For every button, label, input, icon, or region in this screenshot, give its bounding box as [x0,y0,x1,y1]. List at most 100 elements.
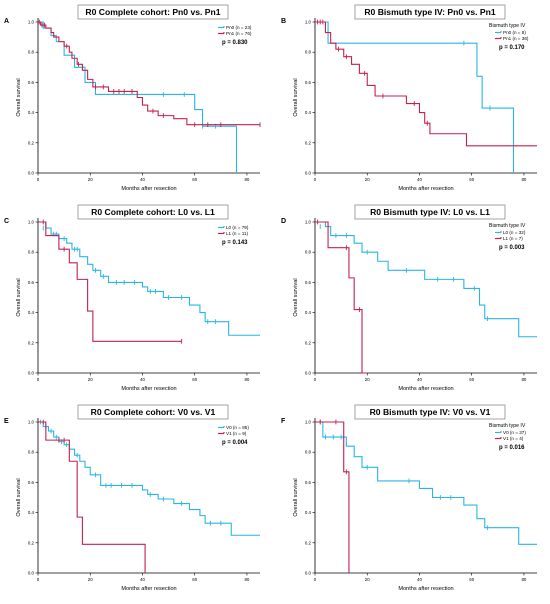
y-tick-label: 0.6 [305,280,312,285]
y-tick-label: 0.0 [28,371,35,376]
y-tick-label: 0.0 [305,371,312,376]
legend-title: Bismuth type IV [489,23,526,29]
x-tick-label: 80 [244,577,249,582]
chart-title: R0 Bismuth type IV: Pn0 vs. Pn1 [364,7,496,17]
y-tick-label: 1.0 [305,20,312,25]
p-value: p = 0.830 [222,40,248,46]
survival-curve-1 [38,421,260,536]
y-tick-label: 0.6 [305,480,312,485]
x-tick-label: 40 [417,577,422,582]
x-tick-label: 80 [244,377,249,382]
x-axis-label: Months after resection [398,186,453,192]
chart-panel-f: F 0.0 0.2 0.4 0.6 0.8 1.0 0 20 40 60 80 Months after… [281,404,537,592]
x-tick-label: 0 [37,177,40,182]
y-tick-label: 0.8 [28,50,35,55]
survival-curve-2 [315,421,350,573]
survival-curve-2 [38,21,260,126]
chart-title: R0 Complete cohort: V0 vs. V1 [91,407,216,417]
x-tick-label: 20 [365,577,370,582]
y-tick-label: 0.6 [305,80,312,85]
x-tick-label: 60 [469,577,474,582]
y-tick-label: 1.0 [28,220,35,225]
y-tick-label: 0.0 [305,571,312,576]
x-tick-label: 20 [88,577,93,582]
p-value: p = 0.170 [499,45,525,51]
panel-letter: D [281,218,286,225]
chart-panel-e: E 0.0 0.2 0.4 0.6 0.8 1.0 0 20 40 60 80 Months after… [4,404,260,592]
survival-curve-2 [38,421,146,573]
x-tick-label: 20 [365,177,370,182]
legend-entry: L0 (n = 32) [503,230,526,235]
legend-title: Bismuth type IV [489,223,526,229]
y-tick-label: 0.4 [28,510,35,515]
x-tick-label: 40 [140,577,145,582]
x-tick-label: 0 [314,177,317,182]
legend-entry: V0 (n = 85) [226,425,249,430]
chart-panel-a: A 0.0 0.2 0.4 0.6 0.8 1.0 0 20 40 60 80 Months after… [4,4,261,192]
legend-title: Bismuth type IV [489,423,526,429]
y-tick-label: 0.8 [28,250,35,255]
y-tick-label: 0.6 [28,480,35,485]
y-tick-label: 0.6 [28,80,35,85]
legend-entry: L0 (n = 79) [226,225,249,230]
y-tick-label: 0.8 [28,450,35,455]
y-tick-label: 0.4 [305,110,312,115]
legend-entry: V0 (n = 37) [503,430,526,435]
y-axis-label: Overall survival [16,478,22,516]
chart-panel-c: C 0.0 0.2 0.4 0.6 0.8 1.0 0 20 40 60 80 Months after… [4,204,260,392]
x-tick-label: 60 [192,577,197,582]
chart-panel-d: D 0.0 0.2 0.4 0.6 0.8 1.0 0 20 40 60 80 Months after… [281,204,537,392]
chart-title-box [354,204,506,220]
y-tick-label: 0.2 [28,140,35,145]
panel-letter: F [281,418,286,425]
x-tick-label: 40 [417,177,422,182]
y-tick-label: 0.0 [305,171,312,176]
y-tick-label: 0.4 [28,110,35,115]
legend-entry: Pn0 (n = 23) [226,25,252,30]
survival-curve-2 [315,221,368,374]
x-tick-label: 20 [88,177,93,182]
survival-curve-1 [315,221,537,338]
y-tick-label: 0.8 [305,450,312,455]
x-axis-label: Months after resection [121,386,176,392]
chart-title: R0 Complete cohort: L0 vs. L1 [91,207,215,217]
legend-entry: L1 (n = 7) [503,236,523,241]
x-tick-label: 60 [469,177,474,182]
survival-curve-2 [38,221,182,342]
x-tick-label: 80 [244,177,249,182]
x-tick-label: 0 [314,377,317,382]
x-axis-label: Months after resection [398,586,453,592]
legend-entry: V1 (n = 9) [226,431,247,436]
x-axis-label: Months after resection [121,186,176,192]
y-axis-label: Overall survival [16,78,22,116]
y-tick-label: 0.2 [28,340,35,345]
chart-title: R0 Bismuth type IV: L0 vs. L1 [370,207,490,217]
x-tick-label: 80 [521,377,526,382]
x-tick-label: 60 [469,377,474,382]
panel-letter: C [4,218,9,225]
y-tick-label: 0.2 [305,540,312,545]
x-axis-label: Months after resection [398,386,453,392]
legend-entry: Pn0 (n = 8) [503,30,526,35]
x-tick-label: 40 [140,377,145,382]
p-value: p = 0.003 [499,245,525,251]
panel-letter: A [4,18,9,25]
x-tick-label: 60 [192,177,197,182]
legend-entry: Pn1 (n = 36) [503,36,529,41]
x-tick-label: 40 [140,177,145,182]
y-axis-label: Overall survival [16,278,22,316]
chart-title: R0 Complete cohort: Pn0 vs. Pn1 [85,7,220,17]
legend-entry: Pn1 (n = 76) [226,31,252,36]
y-tick-label: 1.0 [305,420,312,425]
y-tick-label: 0.6 [28,280,35,285]
x-tick-label: 0 [314,577,317,582]
x-tick-label: 20 [365,377,370,382]
survival-curve-1 [38,221,260,336]
y-tick-label: 0.8 [305,250,312,255]
legend-entry: V1 (n = 4) [503,436,524,441]
chart-title: R0 Bismuth type IV: V0 vs. V1 [370,407,491,417]
chart-title-box [77,404,229,420]
chart-title-box [354,404,506,420]
x-tick-label: 0 [37,577,40,582]
